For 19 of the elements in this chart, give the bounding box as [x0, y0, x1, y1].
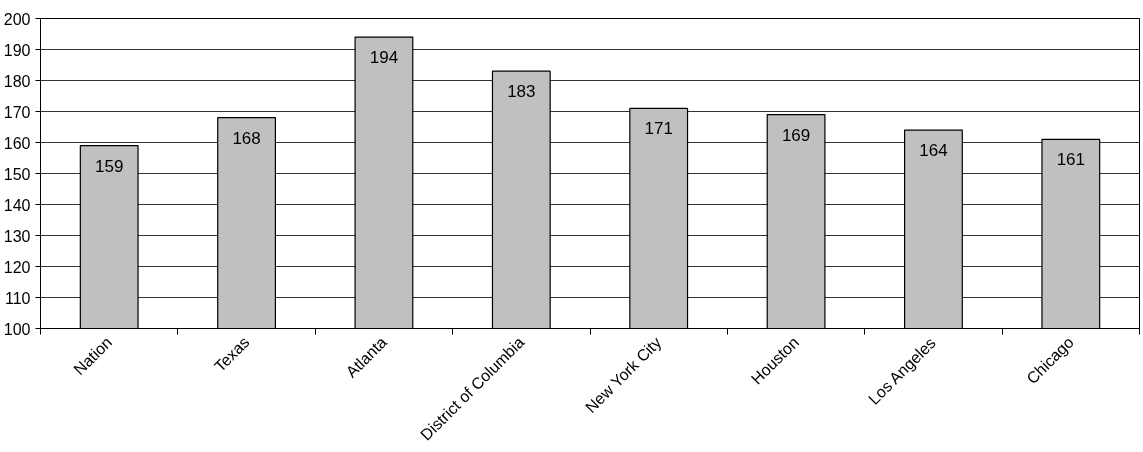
data-label: 171: [644, 119, 673, 139]
y-tick-label: 180: [3, 72, 31, 90]
y-tick-label: 160: [3, 134, 31, 152]
data-label: 169: [781, 125, 811, 145]
data-label: 168: [232, 128, 261, 148]
y-tick-label: 110: [4, 289, 31, 307]
y-tick-label: 120: [3, 258, 31, 276]
y-tick-label: 140: [3, 196, 31, 214]
data-label: 159: [95, 156, 124, 176]
y-tick-label: 100: [3, 320, 31, 338]
data-label: 183: [507, 82, 536, 102]
y-tick-label: 200: [3, 10, 31, 28]
data-label: 194: [369, 48, 399, 68]
data-label: 161: [1056, 150, 1086, 170]
y-tick-label: 150: [3, 165, 31, 183]
y-tick-label: 190: [3, 41, 31, 59]
y-tick-label: 130: [3, 227, 31, 245]
data-label: 164: [919, 141, 948, 161]
y-tick-label: 170: [3, 103, 31, 121]
